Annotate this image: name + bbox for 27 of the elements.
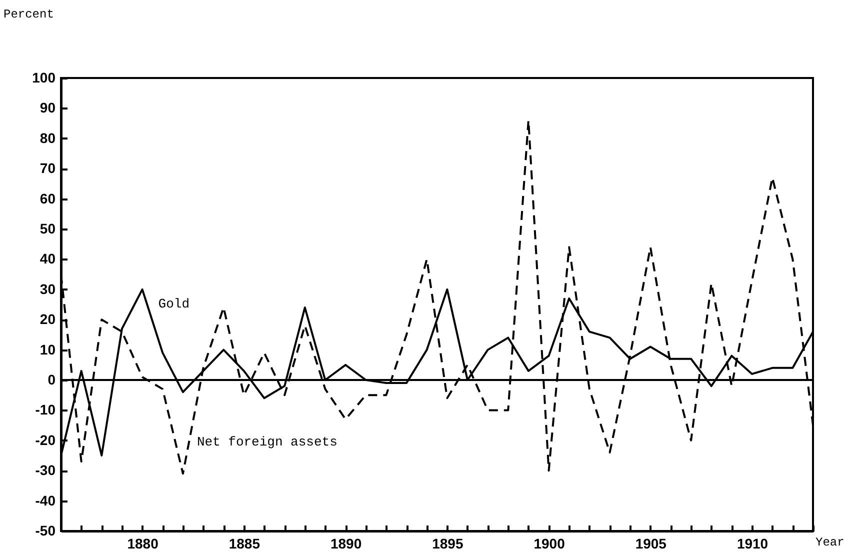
x-tick-label: 1905 [635, 536, 667, 552]
y-tick-label: 70 [40, 160, 56, 176]
y-tick-label: 90 [40, 100, 56, 116]
y-tick-label: -20 [35, 432, 56, 448]
y-tick-label: 10 [40, 341, 56, 358]
y-tick-label: 50 [40, 220, 56, 236]
y-tick-label: 30 [40, 280, 56, 297]
y-tick-label: 100 [32, 70, 56, 86]
x-tick-label: 1895 [432, 536, 464, 552]
y-tick-label: 40 [40, 250, 56, 267]
y-tick-label: -50 [35, 522, 56, 538]
x-axis-title: Year [816, 536, 844, 550]
x-tick-label: 1890 [330, 536, 362, 552]
series-label: Net foreign assets [196, 434, 338, 450]
y-tick-label: 0 [48, 372, 56, 388]
y-tick-label: 80 [40, 130, 56, 146]
y-tick-label: 60 [40, 190, 56, 206]
x-tick-label: 1880 [127, 536, 159, 552]
x-tick-label: 1910 [736, 536, 768, 552]
y-tick-label: -30 [35, 462, 56, 478]
y-tick-label: -10 [35, 402, 56, 418]
x-tick-label: 1885 [228, 536, 260, 552]
y-tick-label: 20 [40, 311, 56, 328]
y-tick-label: -40 [35, 492, 56, 508]
y-axis-title: Percent [4, 8, 54, 22]
x-tick-label: 1900 [534, 536, 566, 552]
series-label: Gold [158, 296, 190, 312]
